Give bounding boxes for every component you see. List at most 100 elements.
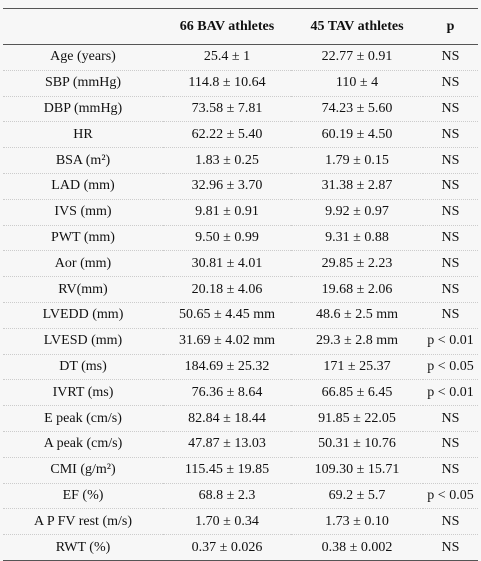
cell: 1.73 ± 0.10 [325, 513, 389, 529]
cell: 25.4 ± 1 [203, 49, 251, 65]
cell: p < 0.01 [427, 333, 474, 349]
cell: p < 0.01 [427, 384, 474, 400]
cell: 62.22 ± 5.40 [191, 126, 263, 142]
table-row: Aor (mm) 30.81 ± 4.01 29.85 ± 2.23 NS [3, 251, 478, 277]
header-cell: 66 BAV athletes [179, 18, 275, 34]
cell: 9.81 ± 0.91 [195, 204, 259, 220]
row-label: BSA (m²) [55, 152, 111, 168]
table-row: IVRT (ms) 76.36 ± 8.64 66.85 ± 6.45 p < 0.0… [3, 380, 478, 406]
cell: 9.50 ± 0.99 [195, 229, 259, 245]
table-row: SBP (mmHg) 114.8 ± 10.64 110 ± 4 NS [3, 70, 478, 97]
cell: NS [441, 126, 460, 142]
table-row: PWT (mm) 9.50 ± 0.99 9.31 ± 0.88 NS [3, 225, 478, 251]
cell: 73.58 ± 7.81 [191, 100, 263, 116]
cell: NS [441, 178, 460, 194]
row-label: PWT (mm) [51, 229, 115, 245]
cell: 109.30 ± 15.71 [314, 462, 400, 478]
row-label: LVESD (mm) [43, 333, 123, 349]
cell: NS [441, 255, 460, 271]
table-row: LAD (mm) 32.96 ± 3.70 31.38 ± 2.87 NS [3, 173, 478, 200]
cell: NS [441, 229, 460, 245]
cell: 19.68 ± 2.06 [321, 281, 393, 297]
cell: 171 ± 25.37 [323, 358, 391, 374]
row-label: SBP (mmHg) [44, 75, 122, 91]
cell: 91.85 ± 22.05 [318, 410, 396, 426]
cell: NS [441, 281, 460, 297]
row-label: E peak (cm/s) [44, 410, 122, 426]
header-cell: p [446, 18, 455, 34]
row-label: A P FV rest (m/s) [33, 513, 132, 529]
table-row: A peak (cm/s) 47.87 ± 13.03 50.31 ± 10.76 N… [3, 431, 478, 458]
cell: 9.92 ± 0.97 [325, 204, 389, 220]
row-label: LVEDD (mm) [42, 307, 124, 323]
cell: 1.79 ± 0.15 [325, 152, 389, 168]
cell: NS [441, 462, 460, 478]
cell: 50.31 ± 10.76 [318, 436, 396, 452]
row-label: CMI (g/m²) [50, 462, 116, 478]
cell: 22.77 ± 0.91 [321, 49, 393, 65]
cell: 1.70 ± 0.34 [195, 513, 259, 529]
table-row: EF (%) 68.8 ± 2.3 69.2 ± 5.7 p < 0.05 [3, 483, 478, 509]
cell: 1.83 ± 0.25 [195, 152, 259, 168]
cell: 30.81 ± 4.01 [191, 255, 263, 271]
table-body: Age (years) 25.4 ± 1 22.77 ± 0.91 NS SBP (mm… [3, 45, 478, 561]
cell: NS [441, 436, 460, 452]
table-header: 66 BAV athletes 45 TAV athletes p [3, 8, 478, 45]
cell: 60.19 ± 4.50 [321, 126, 393, 142]
cell: p < 0.05 [427, 358, 474, 374]
table-row: DBP (mmHg) 73.58 ± 7.81 74.23 ± 5.60 NS [3, 96, 478, 122]
cell: NS [441, 100, 460, 116]
page: 66 BAV athletes 45 TAV athletes p Age (y… [3, 8, 478, 561]
data-table: 66 BAV athletes 45 TAV athletes p Age (y… [3, 8, 478, 561]
cell: 114.8 ± 10.64 [188, 75, 266, 91]
cell: NS [441, 152, 460, 168]
row-label: IVS (mm) [54, 204, 112, 220]
table-row: IVS (mm) 9.81 ± 0.91 9.92 ± 0.97 NS [3, 199, 478, 226]
cell: 29.85 ± 2.23 [321, 255, 393, 271]
cell: 31.38 ± 2.87 [321, 178, 393, 194]
cell: 115.45 ± 19.85 [184, 462, 270, 478]
table-row: LVESD (mm) 31.69 ± 4.02 mm 29.3 ± 2.8 mm p … [3, 328, 478, 355]
cell: 184.69 ± 25.32 [184, 358, 270, 374]
table-row: LVEDD (mm) 50.65 ± 4.45 mm 48.6 ± 2.5 mm NS [3, 302, 478, 329]
row-label: DBP (mmHg) [43, 100, 123, 116]
cell: NS [441, 410, 460, 426]
row-label: EF (%) [62, 487, 104, 503]
table-row: BSA (m²) 1.83 ± 0.25 1.79 ± 0.15 NS [3, 148, 478, 174]
table-row: CMI (g/m²) 115.45 ± 19.85 109.30 ± 15.71 NS [3, 457, 478, 484]
row-label: IVRT (ms) [52, 384, 114, 400]
header-row: 66 BAV athletes 45 TAV athletes p [3, 8, 478, 45]
cell: 50.65 ± 4.45 mm [179, 307, 275, 323]
row-label: A peak (cm/s) [43, 436, 123, 452]
row-label: RV(mm) [58, 281, 108, 297]
table-row: A P FV rest (m/s) 1.70 ± 0.34 1.73 ± 0.10 N… [3, 509, 478, 535]
cell: 48.6 ± 2.5 mm [316, 307, 398, 323]
header-cell: 45 TAV athletes [310, 18, 404, 34]
cell: NS [441, 513, 460, 529]
row-label: LAD (mm) [51, 178, 115, 194]
cell: 31.69 ± 4.02 mm [179, 333, 275, 349]
cell: 20.18 ± 4.06 [191, 281, 263, 297]
table-row: DT (ms) 184.69 ± 25.32 171 ± 25.37 p < 0.05 [3, 354, 478, 380]
cell: 32.96 ± 3.70 [191, 178, 263, 194]
cell: 29.3 ± 2.8 mm [316, 333, 398, 349]
cell: 9.31 ± 0.88 [325, 229, 389, 245]
table-row: E peak (cm/s) 82.84 ± 18.44 91.85 ± 22.05 N… [3, 406, 478, 432]
cell: p < 0.05 [427, 487, 474, 503]
cell: 74.23 ± 5.60 [321, 100, 393, 116]
row-label: Age (years) [50, 49, 116, 65]
cell: 110 ± 4 [335, 75, 379, 91]
cell: NS [441, 204, 460, 220]
cell: 47.87 ± 13.03 [188, 436, 266, 452]
table-row: Age (years) 25.4 ± 1 22.77 ± 0.91 NS [3, 45, 478, 71]
cell: 69.2 ± 5.7 [328, 487, 386, 503]
cell: NS [441, 75, 460, 91]
row-label: HR [73, 126, 93, 142]
cell: 82.84 ± 18.44 [188, 410, 266, 426]
cell: 76.36 ± 8.64 [191, 384, 263, 400]
table-row: RV(mm) 20.18 ± 4.06 19.68 ± 2.06 NS [3, 277, 478, 303]
cell: NS [441, 307, 460, 323]
cell: 68.8 ± 2.3 [198, 487, 256, 503]
header-cell [3, 9, 163, 45]
row-label: Aor (mm) [54, 255, 112, 271]
